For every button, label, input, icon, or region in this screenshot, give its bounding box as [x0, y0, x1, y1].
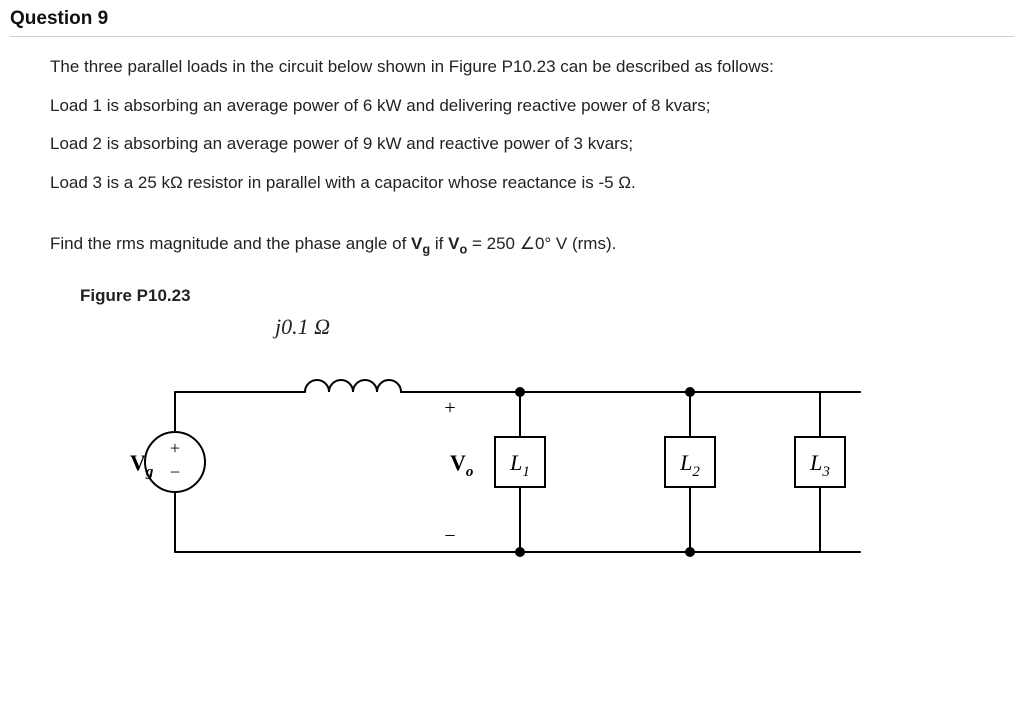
- source-minus: −: [170, 462, 180, 482]
- vo-minus: −: [444, 525, 455, 547]
- vg-symbol: Vg: [411, 234, 430, 253]
- vo-symbol: Vo: [448, 234, 467, 253]
- paragraph-4: Load 3 is a 25 kΩ resistor in parallel w…: [50, 171, 994, 196]
- question-header: Question 9: [10, 0, 1014, 37]
- paragraph-find: Find the rms magnitude and the phase ang…: [50, 232, 994, 259]
- inductor-icon: [305, 380, 401, 392]
- impedance-label: j0.1 Ω: [275, 314, 994, 340]
- paragraph-3: Load 2 is absorbing an average power of …: [50, 132, 994, 157]
- source-plus: +: [170, 438, 180, 458]
- paragraph-1: The three parallel loads in the circuit …: [50, 55, 994, 80]
- circuit-diagram: + − Vg + − Vo L1: [100, 342, 994, 582]
- vg-label: Vg: [130, 450, 154, 480]
- paragraph-2: Load 1 is absorbing an average power of …: [50, 94, 994, 119]
- find-mid: if: [430, 234, 448, 253]
- vo-plus: +: [444, 397, 455, 419]
- figure-label: Figure P10.23: [80, 286, 994, 306]
- find-prefix: Find the rms magnitude and the phase ang…: [50, 234, 411, 253]
- find-suffix: = 250 ∠0° V (rms).: [467, 234, 616, 253]
- vo-label: Vo: [450, 450, 473, 480]
- question-body: The three parallel loads in the circuit …: [10, 55, 1014, 582]
